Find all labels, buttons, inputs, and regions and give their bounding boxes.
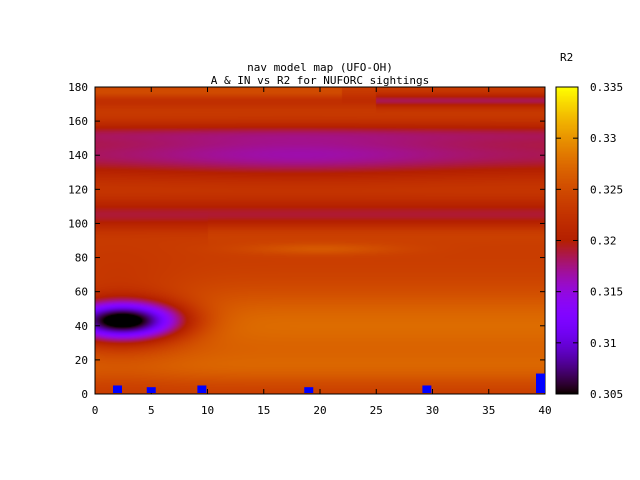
y-tick-label: 180 [68, 81, 88, 94]
marker-point [304, 387, 314, 393]
y-tick-label: 0 [81, 388, 88, 401]
colorbar-gradient [556, 87, 578, 394]
marker-point [113, 385, 122, 393]
y-tick-label: 100 [68, 217, 88, 230]
colorbar-title: R2 [560, 51, 574, 64]
colorbar-tick-label: 0.305 [590, 388, 623, 401]
x-axis: 0 5 10 15 20 25 30 35 40 [92, 87, 552, 417]
colorbar-tick-label: 0.33 [590, 132, 617, 145]
marker-point [146, 387, 156, 393]
y-tick-label: 40 [75, 320, 88, 333]
y-axis: 0 20 40 60 80 100 120 140 160 180 [68, 81, 545, 401]
x-tick-label: 35 [482, 404, 495, 417]
y-tick-label: 60 [75, 286, 88, 299]
heatmap-surface [95, 87, 545, 394]
x-tick-label: 40 [538, 404, 551, 417]
marker-point [536, 373, 545, 393]
x-tick-label: 10 [201, 404, 214, 417]
colorbar-tick-label: 0.31 [590, 337, 617, 350]
colorbar-tick-label: 0.32 [590, 235, 617, 248]
x-tick-label: 5 [148, 404, 155, 417]
colorbar-tick-label: 0.325 [590, 183, 623, 196]
y-tick-label: 120 [68, 183, 88, 196]
colorbar-axis: 0.305 0.31 0.315 0.32 0.325 0.33 0.335 [556, 81, 623, 401]
y-tick-label: 140 [68, 149, 88, 162]
x-tick-label: 20 [313, 404, 326, 417]
chart-title: nav model map (UFO-OH) [247, 61, 393, 74]
colorbar-tick-label: 0.315 [590, 286, 623, 299]
x-tick-label: 25 [370, 404, 383, 417]
plot-area [94, 86, 546, 395]
y-tick-label: 20 [75, 354, 88, 367]
x-tick-label: 15 [257, 404, 270, 417]
colorbar-tick-label: 0.335 [590, 81, 623, 94]
y-tick-label: 80 [75, 252, 88, 265]
marker-point [197, 385, 207, 393]
y-tick-label: 160 [68, 115, 88, 128]
marker-group [113, 373, 545, 393]
chart-subtitle: A & IN vs R2 for NUFORC sightings [210, 74, 430, 87]
x-tick-label: 30 [426, 404, 439, 417]
marker-point [422, 385, 432, 393]
x-tick-label: 0 [92, 404, 99, 417]
